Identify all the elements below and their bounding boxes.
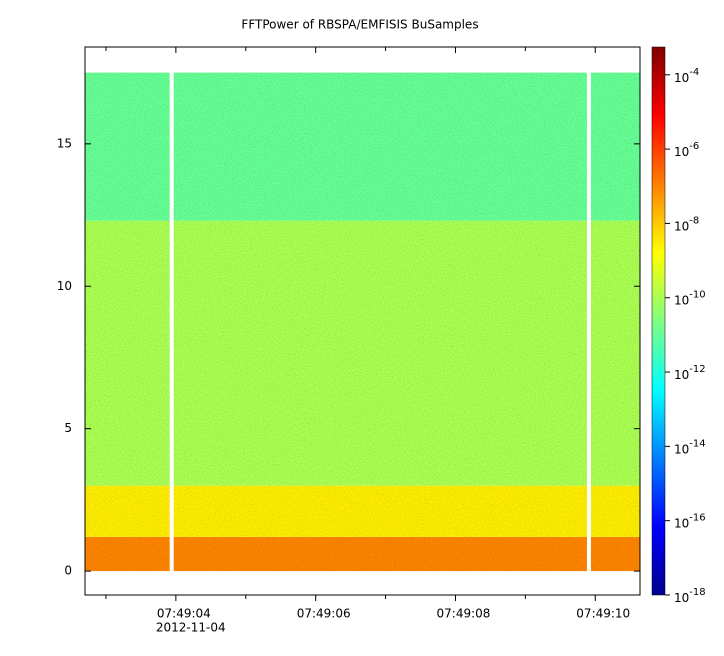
colorbar-tick-exponent: -4 xyxy=(689,67,699,78)
colorbar-tick-base: 10 xyxy=(674,368,689,382)
colorbar-tick-exponent: -10 xyxy=(689,290,705,301)
colorbar-tick-base: 10 xyxy=(674,219,689,233)
colorbar-tick-base: 10 xyxy=(674,70,689,84)
colorbar-tick-exponent: -6 xyxy=(689,141,699,152)
colorbar-tick-exponent: -16 xyxy=(689,513,705,524)
x-tick-label: 07:49:08 xyxy=(437,607,491,621)
plot-frame xyxy=(84,46,641,596)
colorbar-tick-label: 10-10 xyxy=(674,290,706,308)
colorbar-tick-label: 10-6 xyxy=(674,141,699,159)
colorbar-tick-exponent: -14 xyxy=(689,438,705,449)
colorbar-tick-exponent: -8 xyxy=(689,215,699,226)
x-tick-label: 07:49:04 xyxy=(157,607,211,621)
x-tick-label: 07:49:06 xyxy=(297,607,351,621)
colorbar-tick-base: 10 xyxy=(674,293,689,307)
colorbar-tick-label: 10-4 xyxy=(674,67,699,85)
data-gap xyxy=(169,72,174,572)
y-tick-label: 0 xyxy=(64,564,72,578)
spectrogram-band xyxy=(85,72,640,221)
x-tick-label: 07:49:10 xyxy=(576,607,630,621)
colorbar-tick-base: 10 xyxy=(674,442,689,456)
data-gap xyxy=(586,72,591,572)
colorbar-tick-label: 10-8 xyxy=(674,215,699,233)
spectrogram-band xyxy=(85,485,640,537)
colorbar-tick-label: 10-12 xyxy=(674,364,706,382)
date-label: 2012-11-04 xyxy=(156,621,226,635)
colorbar-tick-label: 10-18 xyxy=(674,587,706,605)
colorbar-tick-base: 10 xyxy=(674,516,689,530)
colorbar-tick-exponent: -12 xyxy=(689,364,705,375)
colorbar-tick-exponent: -18 xyxy=(689,587,705,598)
colorbar-tick-label: 10-16 xyxy=(674,513,706,531)
chart-title: FFTPower of RBSPA/EMFISIS BuSamples xyxy=(241,18,478,32)
colorbar-tick-label: 10-14 xyxy=(674,438,706,456)
colorbar-tick-base: 10 xyxy=(674,145,689,159)
spectrogram-band xyxy=(85,220,640,486)
y-tick-label: 5 xyxy=(64,421,72,435)
colorbar-tick-base: 10 xyxy=(674,591,689,605)
y-tick-label: 15 xyxy=(57,136,72,150)
spectrogram-band xyxy=(85,536,640,572)
plot-area xyxy=(85,72,640,572)
y-tick-label: 10 xyxy=(57,279,72,293)
colorbar xyxy=(651,46,666,596)
